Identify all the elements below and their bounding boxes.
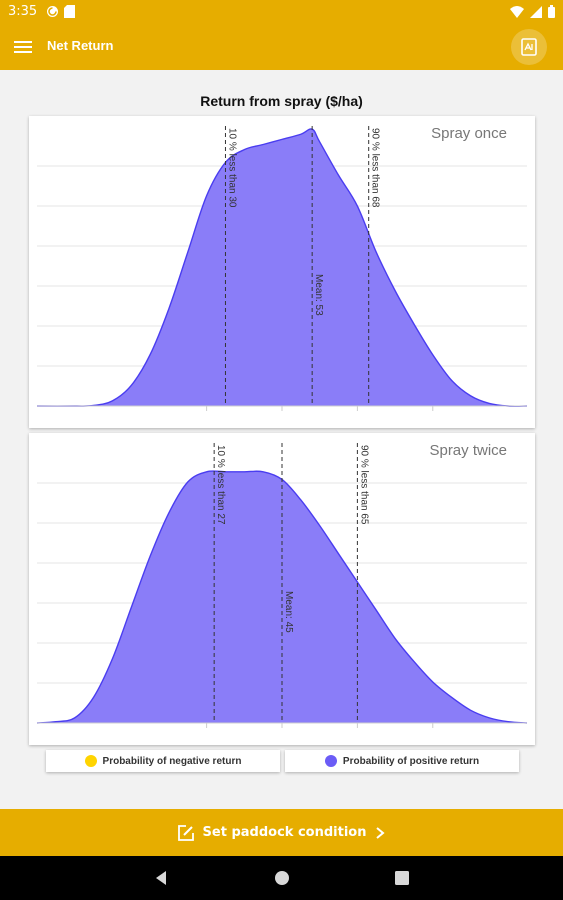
edit-icon — [177, 824, 194, 841]
status-bar: 3:35 — [0, 0, 563, 24]
app-bar: Net Return — [0, 24, 563, 70]
export-pdf-button[interactable] — [511, 29, 547, 65]
nav-back-button[interactable] — [152, 868, 172, 888]
sd-card-icon — [64, 5, 75, 18]
legend-dot-positive — [324, 755, 337, 767]
recents-square-icon — [395, 871, 409, 885]
annotation-label: Mean: 53 — [313, 274, 324, 316]
nav-recents-button[interactable] — [392, 868, 412, 888]
wifi-icon — [510, 5, 524, 18]
annotation-label: 10 % less than 30 — [226, 128, 237, 208]
system-nav-bar — [0, 856, 563, 900]
annotation-label: Mean: 45 — [283, 591, 294, 633]
sync-icon — [47, 6, 58, 17]
nav-home-button[interactable] — [272, 868, 292, 888]
back-triangle-icon — [156, 871, 166, 885]
legend-negative-return: Probability of negative return — [46, 750, 280, 772]
chart-spray-twice: 10 % less than 27 Mean: 45 90 % less than … — [36, 442, 528, 728]
cellular-icon — [530, 5, 542, 18]
annotation-label: 90 % less than 65 — [358, 445, 369, 525]
battery-icon — [548, 5, 555, 18]
menu-button[interactable] — [13, 36, 35, 58]
chart-title: Spray twice — [429, 442, 507, 459]
density-area — [37, 128, 527, 407]
pdf-document-icon — [521, 38, 537, 56]
chart-card-spray-twice: 10 % less than 27 Mean: 45 90 % less than … — [29, 433, 535, 745]
chart-card-spray-once: 10 % less than 30 Mean: 53 90 % less than … — [29, 116, 535, 428]
density-line — [36, 128, 528, 407]
annotation-label: 10 % less than 27 — [215, 445, 226, 525]
annotation-label: 90 % less than 68 — [370, 128, 381, 208]
page-title: Return from spray ($/ha) — [200, 93, 363, 109]
legend-label-positive: Probability of positive return — [342, 755, 480, 767]
legend-dot-negative — [84, 755, 97, 767]
home-circle-icon — [275, 871, 289, 885]
legend-positive-return: Probability of positive return — [285, 750, 519, 772]
chevron-right-icon — [376, 826, 386, 839]
set-paddock-condition-button[interactable]: Set paddock condition — [0, 809, 563, 856]
status-time: 3:35 — [8, 4, 38, 19]
chart-spray-once: 10 % less than 30 Mean: 53 90 % less than … — [36, 125, 528, 411]
legend-label-negative: Probability of negative return — [102, 755, 242, 767]
app-title: Net Return — [47, 38, 114, 53]
hamburger-menu-icon — [14, 41, 32, 53]
chart-title: Spray once — [431, 125, 507, 142]
set-paddock-condition-label: Set paddock condition — [202, 825, 367, 840]
